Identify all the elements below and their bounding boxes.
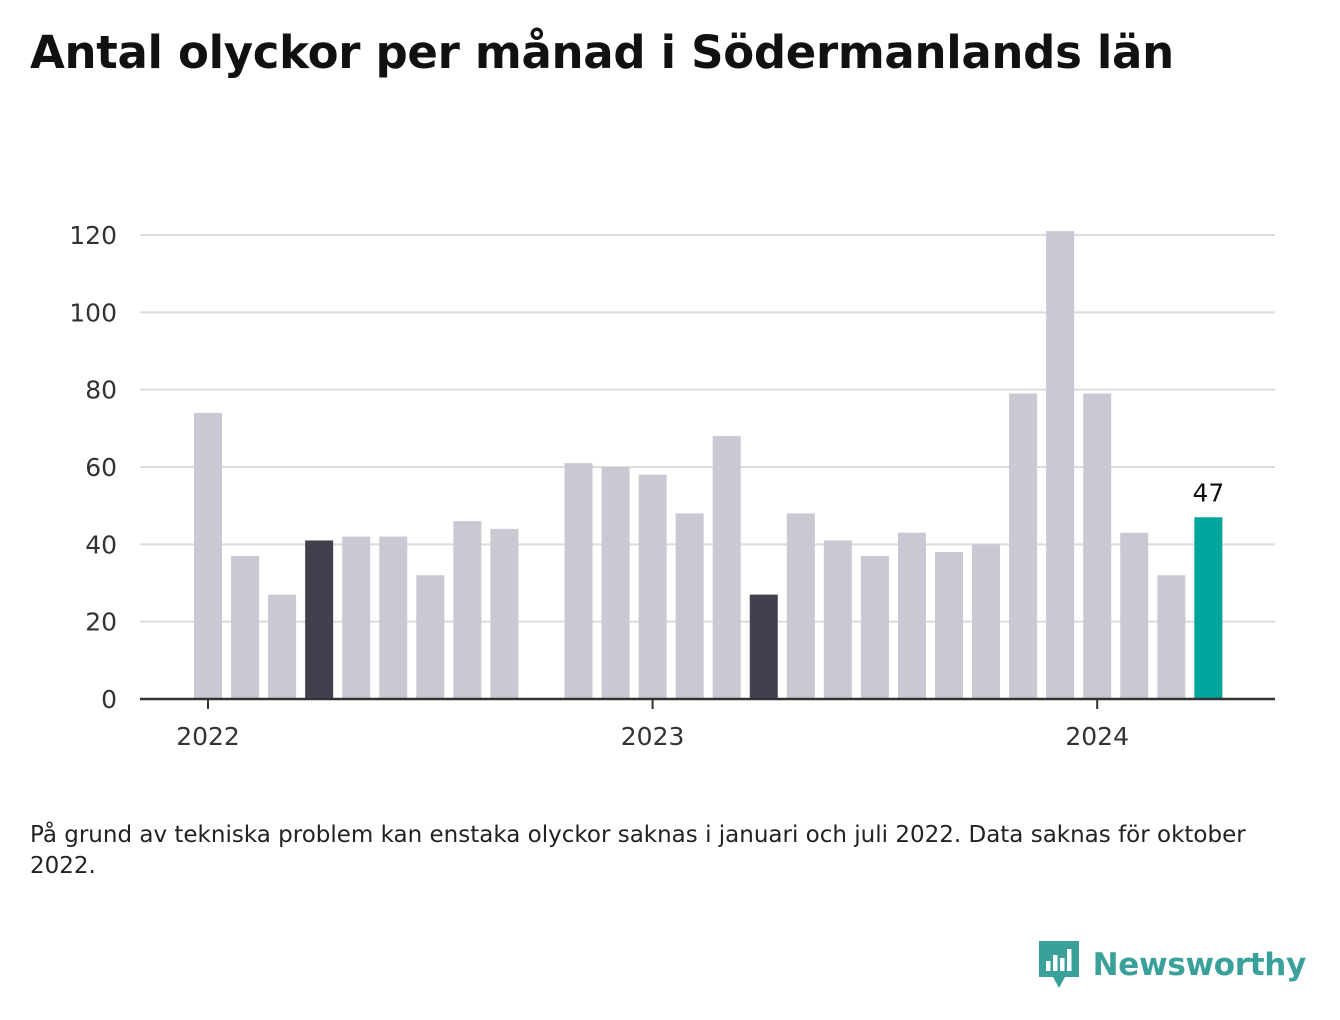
bar-2022-08	[453, 521, 482, 699]
bar-2022-05	[342, 536, 371, 699]
bar-2022-01	[194, 412, 222, 699]
bar-2023-02	[675, 513, 704, 699]
brand-name: Newsworthy	[1092, 947, 1307, 983]
bar-2023-09	[935, 552, 963, 699]
y-tick-label: 60	[85, 453, 117, 482]
bar-2022-11	[564, 463, 593, 699]
bar-2022-07	[416, 575, 445, 699]
bar-2023-06	[823, 540, 852, 699]
bar-2023-03	[712, 436, 741, 699]
x-tick-label: 2023	[621, 722, 685, 751]
bar-2024-03	[1157, 575, 1186, 699]
bar-2024-01	[1083, 393, 1112, 699]
bar-2024-04	[1194, 517, 1223, 699]
bar-2023-04	[749, 594, 778, 699]
bar-2022-04	[305, 540, 334, 699]
chart-title: Antal olyckor per månad i Södermanlands …	[30, 26, 1174, 79]
bar-2022-12	[601, 467, 630, 699]
axes	[140, 697, 1275, 709]
bar-chart: 0 20 40 60 80 100 120 2022 2023 2024 47	[69, 221, 1275, 751]
bar-2022-02	[231, 555, 260, 699]
bar-2022-03	[268, 594, 297, 699]
bar-2023-11	[1009, 393, 1038, 699]
y-tick-label: 100	[69, 298, 117, 327]
bar-2023-07	[860, 555, 889, 699]
bar-2024-02	[1120, 532, 1149, 699]
value-label: 47	[1192, 478, 1224, 507]
footnote: På grund av tekniska problem kan enstaka…	[30, 822, 1246, 879]
y-tick-label: 40	[85, 530, 117, 559]
bar-2023-12	[1046, 231, 1075, 699]
y-tick-label: 0	[101, 685, 117, 714]
bars	[194, 231, 1223, 699]
y-tick-label: 80	[85, 376, 117, 405]
y-tick-label: 120	[69, 221, 117, 250]
bar-2022-06	[379, 536, 408, 699]
x-tick-label: 2024	[1065, 722, 1129, 751]
bar-2023-10	[972, 544, 1001, 699]
bar-2023-01	[638, 474, 667, 699]
labels: 0 20 40 60 80 100 120 2022 2023 2024 47	[69, 221, 1224, 751]
bar-2023-08	[897, 532, 926, 699]
bar-2023-05	[786, 513, 815, 699]
brand: Newsworthy	[1038, 940, 1307, 990]
newsworthy-logo-icon	[1038, 941, 1079, 988]
x-tick-label: 2022	[176, 722, 240, 751]
bar-2022-09	[490, 528, 519, 699]
y-tick-label: 20	[85, 608, 117, 637]
